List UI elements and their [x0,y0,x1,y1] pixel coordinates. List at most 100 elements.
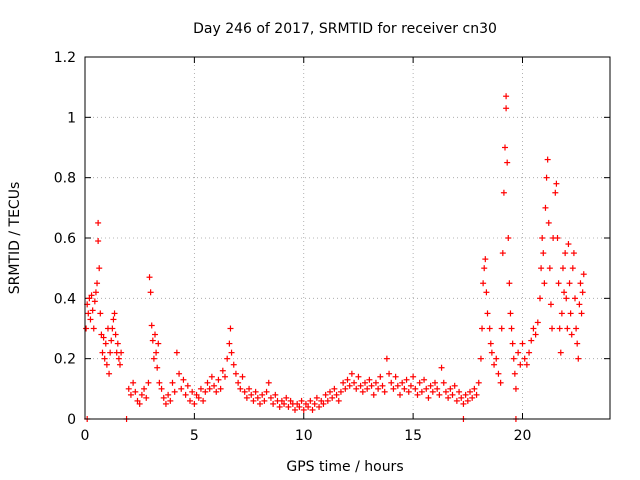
data-point [423,385,430,392]
y-tick-label: 0.4 [54,291,76,307]
data-point [202,388,209,395]
data-point [158,385,165,392]
data-point [281,400,288,407]
data-point [127,391,134,398]
data-point [575,355,582,362]
data-point [283,394,290,401]
data-point [292,406,298,413]
data-point [211,382,218,389]
data-point [509,340,516,347]
data-point [114,340,121,347]
data-point [564,325,571,332]
data-point [243,394,250,401]
data-point [579,289,586,296]
data-point [553,180,560,187]
data-point [156,379,163,386]
data-point [296,403,303,410]
data-point [237,385,244,392]
data-point [285,403,292,410]
data-point [508,325,515,332]
data-point [89,307,96,314]
data-point [100,334,107,341]
data-point [464,397,471,404]
data-point [491,361,498,368]
data-point [235,379,242,386]
data-point [94,280,101,287]
data-point [115,355,122,362]
data-point [359,388,366,395]
data-point [134,397,141,404]
data-point [542,204,549,211]
data-point [366,376,373,383]
data-point [232,370,239,377]
data-point [160,394,167,401]
data-point [558,310,565,317]
data-point [143,394,150,401]
data-point [364,385,371,392]
data-point [462,391,469,398]
x-tick-label: 5 [190,428,199,444]
data-point [557,349,564,356]
data-point [311,400,318,407]
data-point [125,385,132,392]
data-point [92,289,99,296]
data-point [442,388,449,395]
data-point [162,400,169,407]
data-point [167,397,174,404]
data-point [86,295,93,302]
data-point [399,379,406,386]
data-point [568,331,575,338]
data-point [541,280,548,287]
data-point [112,331,119,338]
data-point [322,391,329,398]
data-point [456,388,463,395]
data-point [458,394,465,401]
data-point [219,367,226,374]
data-point [460,400,467,407]
data-point [189,388,196,395]
data-point [576,301,583,308]
data-point [335,397,342,404]
data-point [111,310,118,317]
data-point [333,391,340,398]
data-point [316,403,323,410]
data-point [228,349,235,356]
data-point [206,385,213,392]
data-point [546,265,553,272]
data-point [348,370,355,377]
data-point [259,391,266,398]
data-point [503,93,510,100]
data-point [90,325,97,332]
data-point [248,391,255,398]
data-point [307,397,314,404]
data-point [418,388,425,395]
data-point [96,265,103,272]
data-point [85,310,92,317]
data-point [549,325,556,332]
data-point [440,379,447,386]
data-point [200,397,207,404]
data-point [340,379,347,386]
grid [85,57,610,419]
data-point [267,394,274,401]
y-tick-label: 1.2 [54,50,76,66]
data-point [429,388,436,395]
data-point [329,394,336,401]
data-point [569,265,576,272]
data-point [250,397,257,404]
data-point [545,219,552,226]
data-point [302,400,309,407]
data-point [97,310,104,317]
data-point [193,391,200,398]
data-point [528,337,535,344]
data-point [484,310,491,317]
data-point [507,310,514,317]
data-point [138,391,145,398]
data-point [483,289,490,296]
data-point [136,400,143,407]
data-point [327,388,333,395]
data-point [562,250,569,257]
data-point [318,397,325,404]
data-point [561,289,568,296]
data-point [145,379,152,386]
